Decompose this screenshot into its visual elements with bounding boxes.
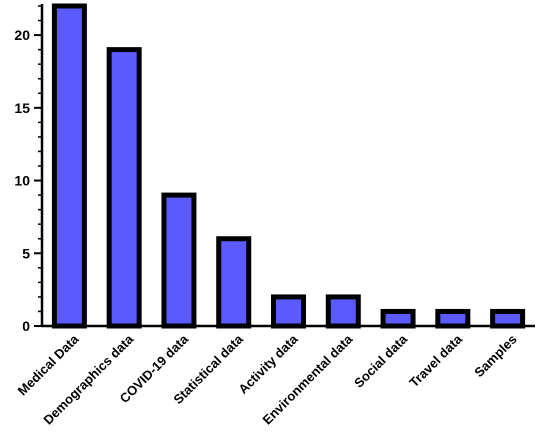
- y-tick-label: 20: [14, 27, 30, 43]
- bar-covid-19-data: [161, 192, 197, 329]
- y-tick-label: 5: [22, 245, 30, 261]
- bar-travel-data: [435, 308, 471, 329]
- bar-samples: [490, 308, 526, 329]
- x-tick-label: Demographics data: [40, 331, 136, 427]
- y-tick-label: 15: [14, 100, 30, 116]
- y-tick-label: 0: [22, 318, 30, 334]
- y-axis: 0 5 10 15 20: [14, 4, 44, 334]
- x-tick-label: Travel data: [406, 331, 465, 390]
- bars-group: [51, 3, 526, 329]
- bar-demographics-data: [106, 47, 142, 329]
- bar-activity-data: [271, 294, 306, 329]
- bar-environmental-data: [325, 294, 361, 329]
- bar-medical-data: [51, 3, 87, 329]
- bar-statistical-data: [216, 236, 252, 329]
- x-tick-label: Samples: [471, 332, 519, 380]
- x-tick-label: Social data: [351, 331, 411, 391]
- bar-social-data: [380, 308, 416, 329]
- x-tick-label: Environmental data: [259, 331, 355, 427]
- y-tick-label: 10: [14, 173, 30, 189]
